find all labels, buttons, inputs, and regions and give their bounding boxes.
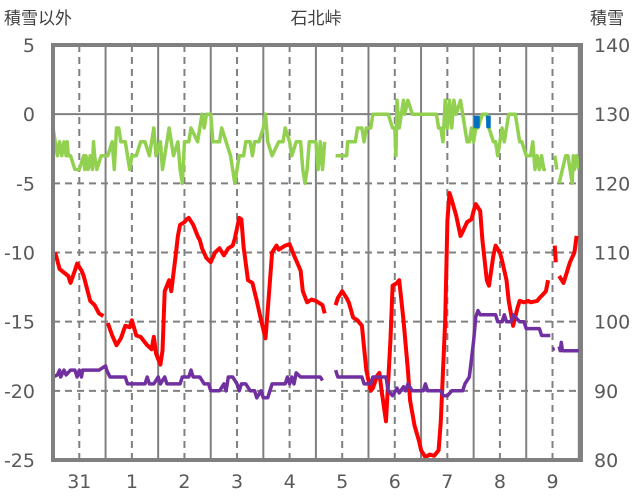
y-right-tick-label: 80 (594, 450, 618, 472)
y-left-tick-label: -5 (16, 173, 35, 195)
series-group (51, 98, 581, 460)
x-tick-label: 9 (546, 471, 558, 493)
series-line-blue (474, 115, 491, 129)
y-right-tick-label: 90 (594, 381, 618, 403)
x-tick-label: 3 (231, 471, 243, 493)
y-right-tick-label: 140 (594, 35, 630, 57)
y-right-tick-label: 120 (594, 173, 630, 195)
y-left-tick-label: -10 (4, 243, 35, 265)
series-line-green (51, 98, 581, 186)
x-tick-label: 2 (178, 471, 190, 493)
y-left-tick-label: 5 (23, 35, 35, 57)
plot-frame (51, 43, 583, 462)
x-tick-label: 1 (126, 471, 138, 493)
left-axis-title: 積雪以外 (4, 9, 72, 29)
gridlines (53, 45, 581, 460)
x-tick-label: 31 (67, 471, 91, 493)
y-left-tick-label: -25 (4, 450, 35, 472)
series-line-red (53, 191, 579, 460)
x-tick-label: 4 (284, 471, 296, 493)
x-tick-label: 5 (336, 471, 348, 493)
y-left-tick-label: -15 (4, 312, 35, 334)
chart-title: 石北峠 (291, 9, 342, 29)
series-line-purple (52, 308, 579, 400)
y-right-tick-label: 130 (594, 104, 630, 126)
y-right-tick-label: 100 (594, 312, 630, 334)
y-left-tick-label: -20 (4, 381, 35, 403)
x-tick-label: 6 (389, 471, 401, 493)
right-axis-title: 積雪 (590, 9, 624, 29)
x-tick-label: 7 (441, 471, 453, 493)
y-right-tick-label: 110 (594, 243, 630, 265)
y-left-tick-label: 0 (23, 104, 35, 126)
tick-labels: 5 0 -5 -10 -15 -20 -25 140 130 120 110 100 90 80 31 1 2 3… (4, 35, 630, 493)
x-tick-label: 8 (494, 471, 506, 493)
